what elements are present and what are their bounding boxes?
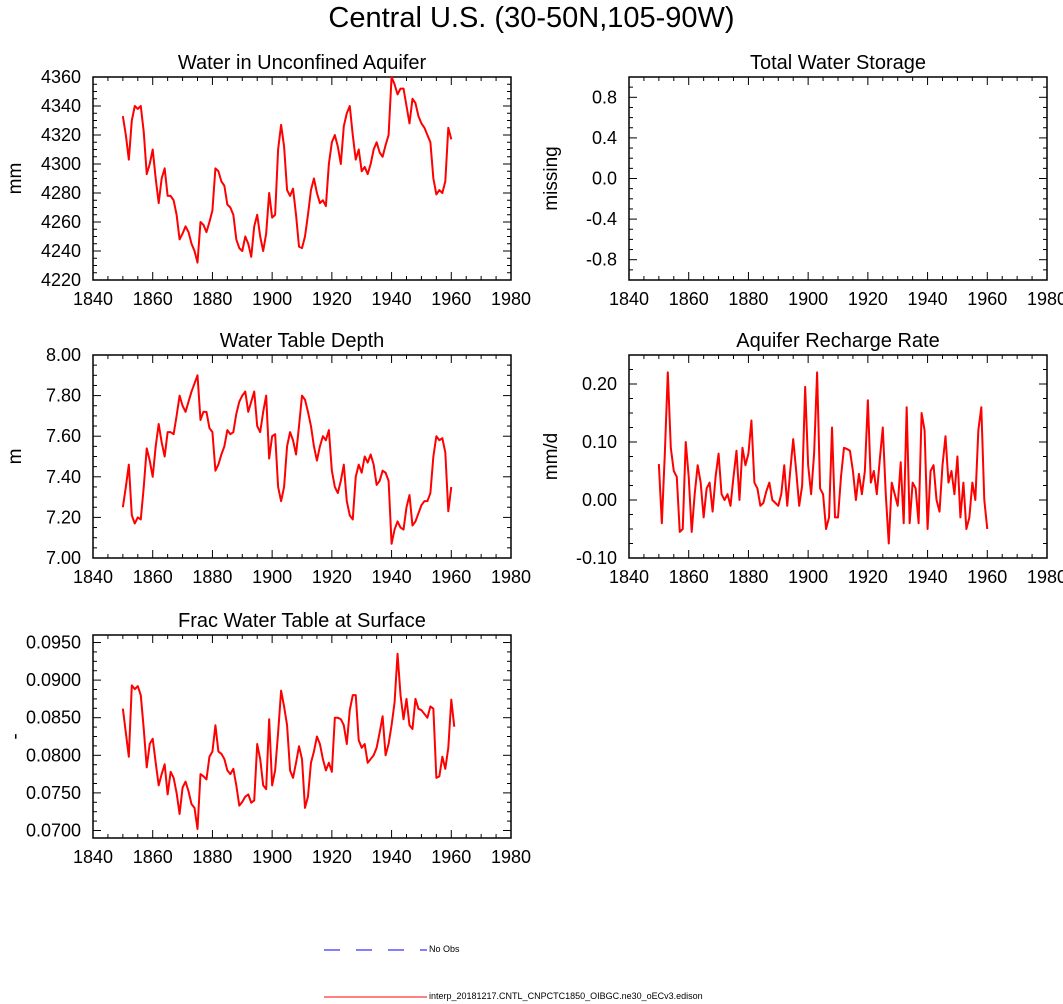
x-tick-label: 1880 — [192, 567, 232, 587]
plot-title: Aquifer Recharge Rate — [736, 330, 939, 352]
y-tick-label: 0.00 — [582, 490, 617, 510]
x-tick-label: 1900 — [788, 289, 828, 309]
x-tick-label: 1860 — [133, 289, 173, 309]
y-tick-label: 7.80 — [46, 386, 81, 406]
y-axis-label: mm — [5, 163, 26, 195]
x-tick-label: 1920 — [312, 847, 352, 867]
y-tick-label: 0.4 — [592, 128, 617, 148]
plot-title: Total Water Storage — [750, 52, 926, 74]
legend-solid-line-icon — [324, 996, 427, 998]
x-tick-label: 1900 — [252, 567, 292, 587]
series-line — [121, 652, 456, 830]
x-tick-label: 1940 — [372, 567, 412, 587]
x-tick-label: 1880 — [728, 567, 768, 587]
x-tick-label: 1940 — [908, 567, 948, 587]
y-tick-label: 0.0900 — [26, 670, 81, 690]
x-tick-label: 1880 — [728, 289, 768, 309]
x-tick-label: 1940 — [372, 289, 412, 309]
x-tick-label: 1880 — [192, 847, 232, 867]
y-tick-label: 4360 — [41, 67, 81, 87]
x-tick-label: 1920 — [312, 567, 352, 587]
x-tick-label: 1840 — [73, 289, 113, 309]
y-axis-label: mm/d — [541, 433, 562, 481]
x-tick-label: 1840 — [73, 567, 113, 587]
x-tick-label: 1960 — [967, 567, 1007, 587]
x-tick-label: 1880 — [192, 289, 232, 309]
x-tick-label: 1980 — [1027, 567, 1063, 587]
x-tick-label: 1860 — [669, 289, 709, 309]
y-axis-label: m — [5, 449, 26, 465]
y-axis-label: - — [5, 733, 26, 739]
y-tick-label: 0.0800 — [26, 745, 81, 765]
y-tick-label: 4260 — [41, 212, 81, 232]
x-tick-label: 1860 — [133, 567, 173, 587]
y-tick-label: 4220 — [41, 270, 81, 290]
series-line — [121, 374, 453, 545]
y-tick-label: 4320 — [41, 125, 81, 145]
y-tick-label: 0.10 — [582, 432, 617, 452]
y-tick-label: 4280 — [41, 183, 81, 203]
chart-water-in-unconfined-aquifer: Water in Unconfined Aquifer mm 1840 1860 188… — [5, 52, 531, 309]
chart-aquifer-recharge-rate: Aquifer Recharge Rate mm/d 1840 1860 1880 190… — [541, 330, 1063, 587]
legend-model-run: interp_20181217.CNTL_CNPCTC1850_OIBGC.ne… — [322, 990, 802, 1004]
x-tick-label: 1900 — [252, 289, 292, 309]
x-tick-label: 1960 — [431, 567, 471, 587]
y-tick-label: 7.00 — [46, 548, 81, 568]
x-tick-label: 1840 — [609, 289, 649, 309]
series-line — [121, 76, 453, 264]
x-tick-label: 1860 — [133, 847, 173, 867]
x-tick-label: 1900 — [252, 847, 292, 867]
plot-title: Water Table Depth — [220, 330, 385, 352]
x-tick-label: 1960 — [431, 289, 471, 309]
chart-frac-water-table-at-surface: Frac Water Table at Surface - 1840 1860 1880… — [5, 610, 531, 867]
y-axis-label: missing — [541, 146, 562, 210]
x-tick-label: 1860 — [669, 567, 709, 587]
y-tick-label: 7.20 — [46, 507, 81, 527]
y-tick-label: 4300 — [41, 154, 81, 174]
legend-no-obs: No Obs — [322, 943, 522, 957]
chart-water-table-depth: Water Table Depth m 1840 1860 1880 1900 1920 19… — [5, 330, 531, 587]
y-tick-label: 0.0850 — [26, 708, 81, 728]
legend-dashed-line-icon — [324, 949, 427, 951]
legend-label-model-run: interp_20181217.CNTL_CNPCTC1850_OIBGC.ne… — [429, 991, 703, 1001]
y-tick-label: -0.4 — [586, 209, 617, 229]
x-tick-label: 1980 — [1027, 289, 1063, 309]
x-tick-label: 1980 — [491, 289, 531, 309]
x-tick-label: 1960 — [967, 289, 1007, 309]
x-tick-label: 1900 — [788, 567, 828, 587]
plot-title: Water in Unconfined Aquifer — [178, 52, 427, 74]
legend-label-no-obs: No Obs — [429, 944, 460, 954]
y-tick-label: 4240 — [41, 241, 81, 261]
series-line — [657, 371, 989, 545]
x-tick-label: 1980 — [491, 567, 531, 587]
y-tick-label: 7.60 — [46, 426, 81, 446]
page-title: Central U.S. (30-50N,105-90W) — [328, 2, 735, 34]
y-tick-label: -0.10 — [576, 548, 617, 568]
plot-frame — [628, 76, 1048, 281]
x-tick-label: 1840 — [609, 567, 649, 587]
y-tick-label: 0.0750 — [26, 783, 81, 803]
y-tick-label: 0.0 — [592, 169, 617, 189]
x-tick-label: 1960 — [431, 847, 471, 867]
x-tick-label: 1920 — [848, 567, 888, 587]
chart-total-water-storage: Total Water Storage missing 1840 1860 1880 19… — [541, 52, 1063, 309]
y-tick-label: 7.40 — [46, 467, 81, 487]
y-tick-label: -0.8 — [586, 250, 617, 270]
plot-title: Frac Water Table at Surface — [178, 610, 426, 632]
x-tick-label: 1940 — [372, 847, 412, 867]
x-tick-label: 1980 — [491, 847, 531, 867]
y-tick-label: 0.0950 — [26, 633, 81, 653]
x-tick-label: 1840 — [73, 847, 113, 867]
x-tick-label: 1920 — [848, 289, 888, 309]
x-tick-label: 1940 — [908, 289, 948, 309]
x-tick-label: 1920 — [312, 289, 352, 309]
y-tick-label: 0.8 — [592, 87, 617, 107]
y-tick-label: 4340 — [41, 96, 81, 116]
y-tick-label: 8.00 — [46, 345, 81, 365]
y-tick-label: 0.20 — [582, 374, 617, 394]
y-tick-label: 0.0700 — [26, 820, 81, 840]
